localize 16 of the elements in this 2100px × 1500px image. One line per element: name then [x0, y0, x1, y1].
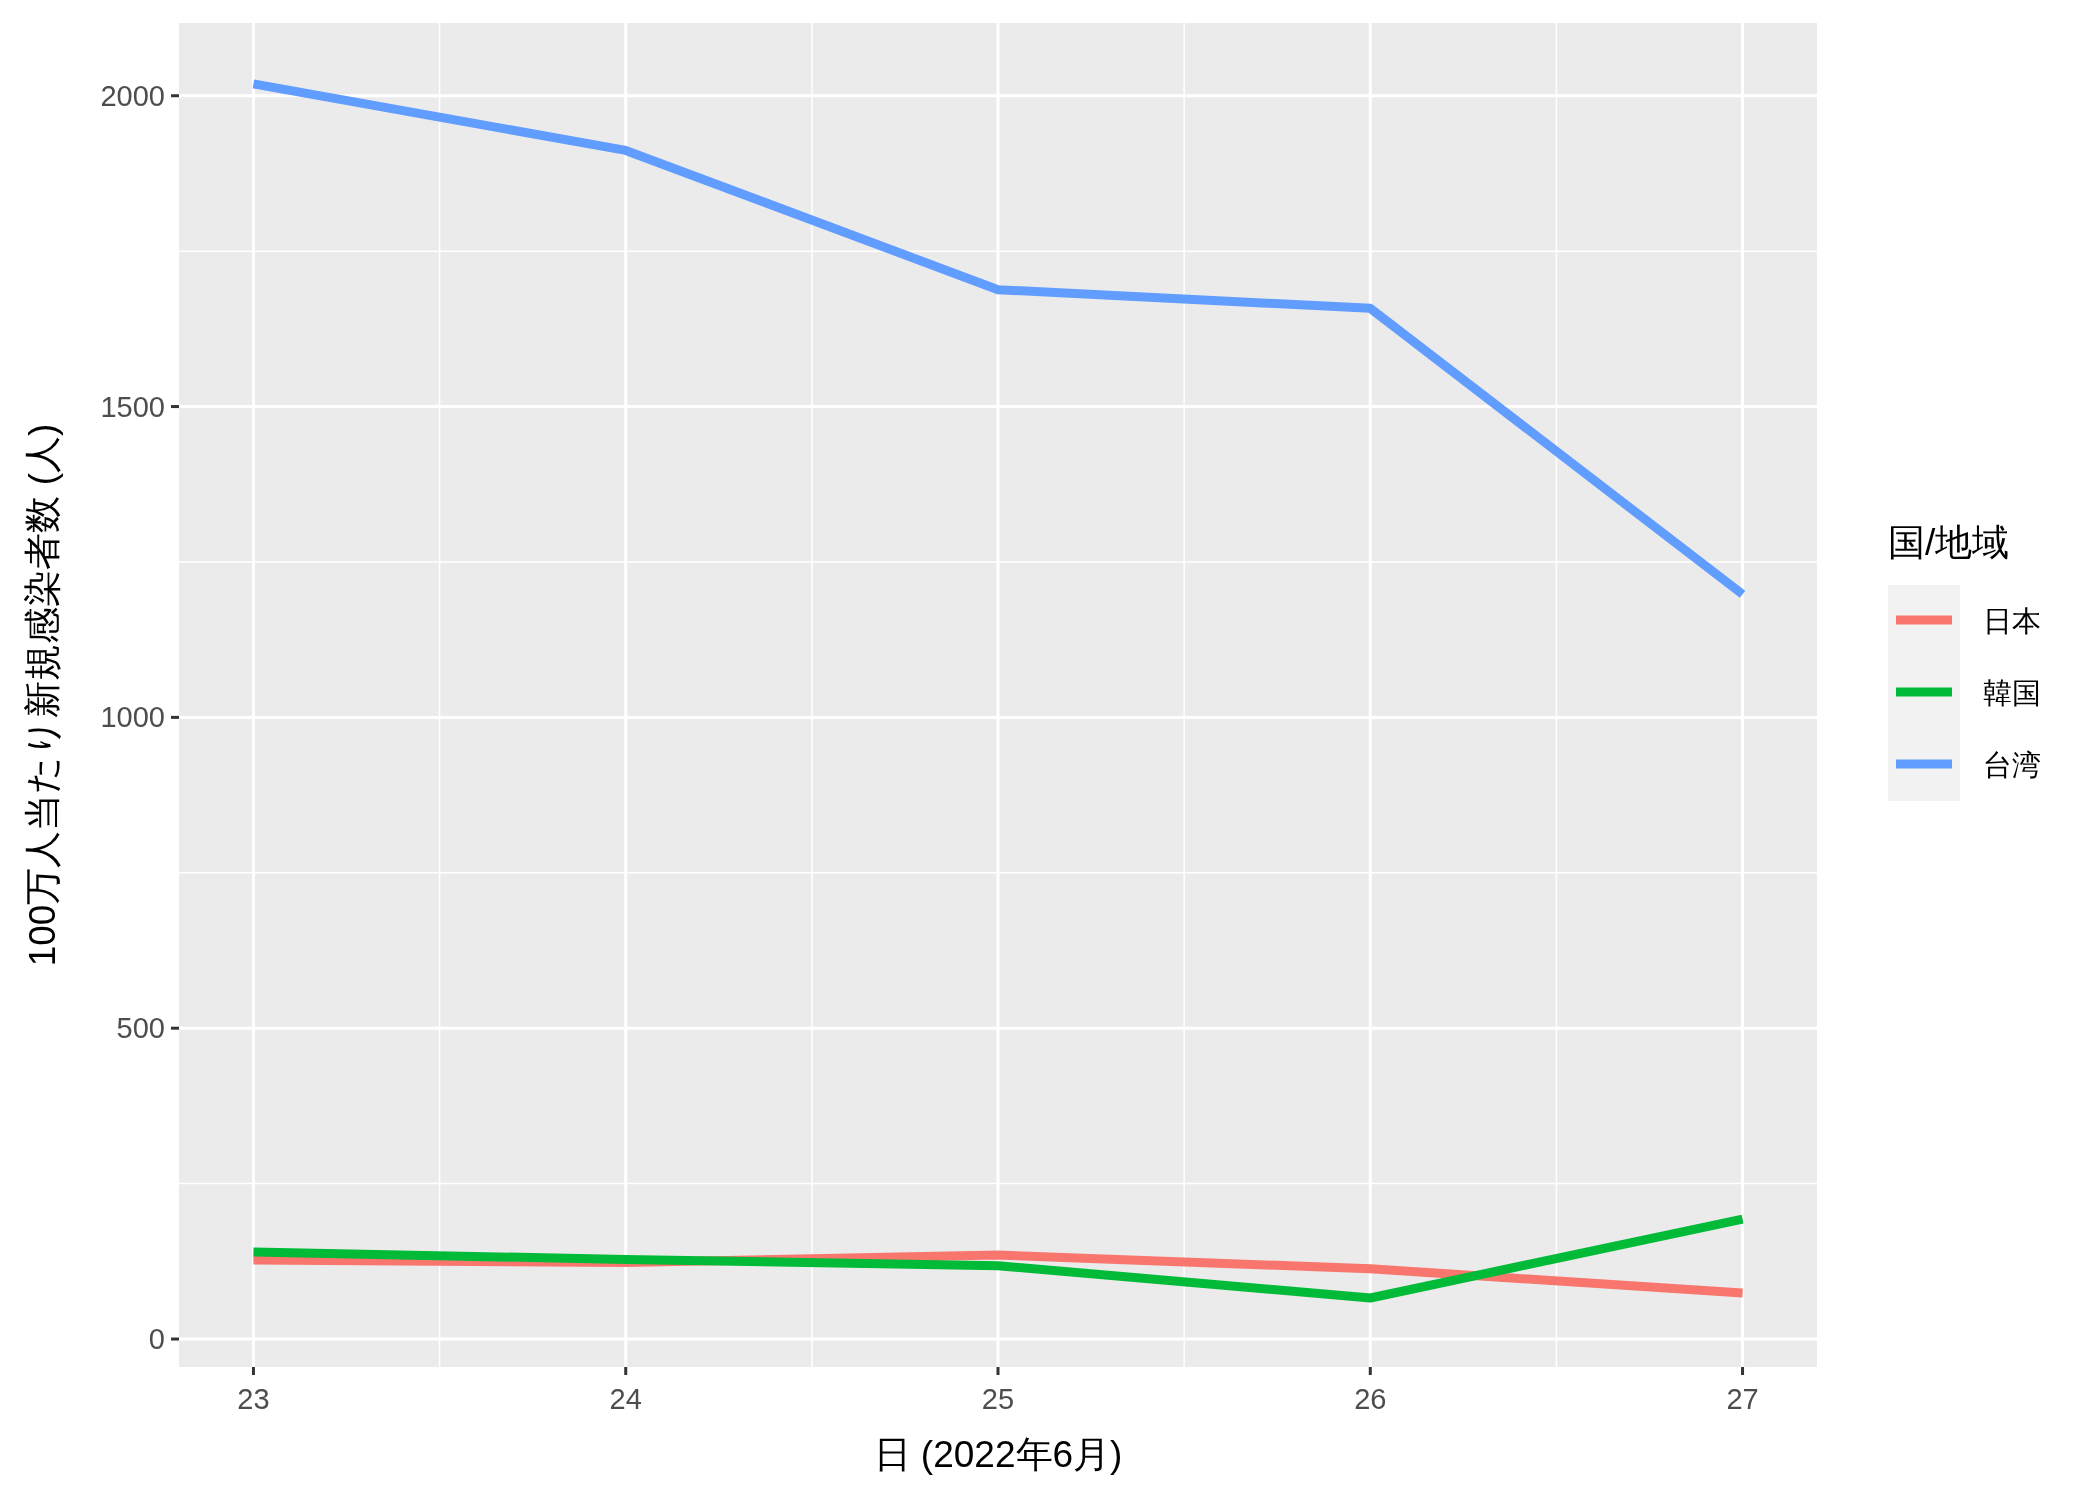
- x-tick-label: 27: [1726, 1383, 1759, 1415]
- y-tick-label: 500: [116, 1012, 165, 1045]
- legend-title: 国/地域: [1888, 522, 2010, 563]
- x-tick-label: 25: [981, 1383, 1015, 1415]
- y-tick-label: 1500: [100, 390, 165, 423]
- x-tick-label: 24: [609, 1383, 642, 1415]
- y-tick-label: 0: [148, 1323, 165, 1356]
- legend-label: 韓国: [1983, 677, 2041, 709]
- x-tick-label: 23: [237, 1383, 270, 1415]
- y-tick-label: 1000: [100, 701, 165, 734]
- y-axis-title: 100万人当たり新規感染者数 (人): [22, 423, 63, 967]
- y-tick-label: 2000: [100, 79, 165, 112]
- legend-label: 日本: [1983, 605, 2041, 637]
- x-axis-title: 日 (2022年6月): [873, 1434, 1123, 1475]
- legend-label: 台湾: [1983, 749, 2041, 781]
- x-tick-label: 26: [1354, 1383, 1387, 1415]
